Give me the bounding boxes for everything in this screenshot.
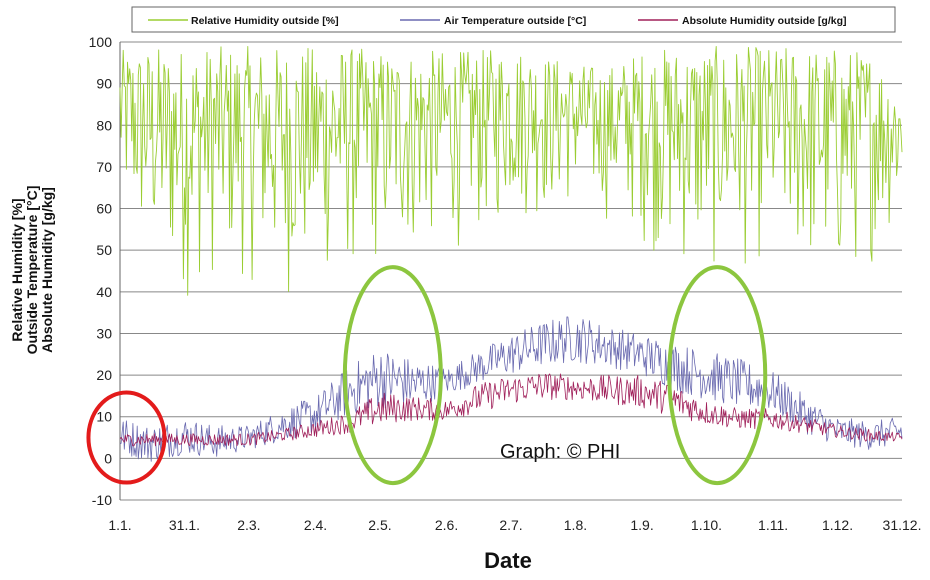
- y-tick-label: -10: [92, 492, 112, 508]
- y-tick-label: 50: [96, 242, 112, 258]
- y-tick-label: 80: [96, 117, 112, 133]
- y-tick-label: 20: [96, 367, 112, 383]
- series-line-relative-humidity: [119, 45, 903, 296]
- highlight-ellipse: [86, 390, 167, 485]
- x-tick-label: 2.5.: [368, 517, 391, 533]
- highlight-ellipse: [667, 265, 768, 486]
- x-tick-label: 31.12.: [883, 517, 922, 533]
- x-tick-label: 2.4.: [304, 517, 327, 533]
- y-tick-label: 0: [104, 450, 112, 466]
- x-tick-label: 1.10.: [691, 517, 722, 533]
- x-tick-label: 2.3.: [237, 517, 260, 533]
- x-tick-label: 1.12.: [822, 517, 853, 533]
- x-axis-title: Date: [484, 548, 532, 573]
- legend-label-rh: Relative Humidity outside [%]: [191, 15, 339, 27]
- x-tick-label: 31.1.: [169, 517, 200, 533]
- legend-label-ah: Absolute Humidity outside [g/kg]: [682, 15, 847, 27]
- x-tick-label: 2.6.: [435, 517, 458, 533]
- legend: Relative Humidity outside [%] Air Temper…: [131, 6, 896, 33]
- legend-label-temp: Air Temperature outside [°C]: [444, 15, 586, 27]
- series-layer: [119, 45, 903, 462]
- highlight-ellipse: [342, 265, 443, 486]
- y-tick-label: 70: [96, 159, 112, 175]
- y-tick-label: 10: [96, 409, 112, 425]
- y-tick-label: 30: [96, 325, 112, 341]
- x-tick-label: 1.8.: [564, 517, 587, 533]
- y-axis-title-line-2: Outside Temperature [°C]: [24, 186, 40, 355]
- y-axis-title-line-1: Relative Humidity [%]: [9, 198, 25, 341]
- highlight-markers: [86, 265, 768, 486]
- series-line-absolute-humidity: [119, 373, 903, 447]
- y-tick-labels: -10 0 10 20 30 40 50 60 70 80 90 100: [89, 34, 113, 508]
- x-tick-label: 2.7.: [499, 517, 522, 533]
- y-tick-label: 100: [89, 34, 113, 50]
- x-tick-label: 1.11.: [758, 517, 788, 533]
- legend-box: [131, 6, 896, 33]
- x-tick-label: 1.1.: [108, 517, 131, 533]
- graph-credit-annotation: Graph: © PHI: [500, 441, 620, 463]
- y-tick-label: 90: [96, 76, 112, 92]
- x-tick-label: 1.9.: [630, 517, 653, 533]
- y-tick-label: 40: [96, 284, 112, 300]
- y-axis-title-line-3: Absolute Humidity [g/kg]: [39, 187, 55, 353]
- series-line-air-temperature: [119, 316, 903, 462]
- y-tick-label: 60: [96, 201, 112, 217]
- x-tick-labels: 1.1. 31.1. 2.3. 2.4. 2.5. 2.6. 2.7. 1.8. 1.9. 1.1…: [108, 517, 921, 533]
- y-axis-title: Relative Humidity [%] Outside Temperatur…: [9, 186, 55, 355]
